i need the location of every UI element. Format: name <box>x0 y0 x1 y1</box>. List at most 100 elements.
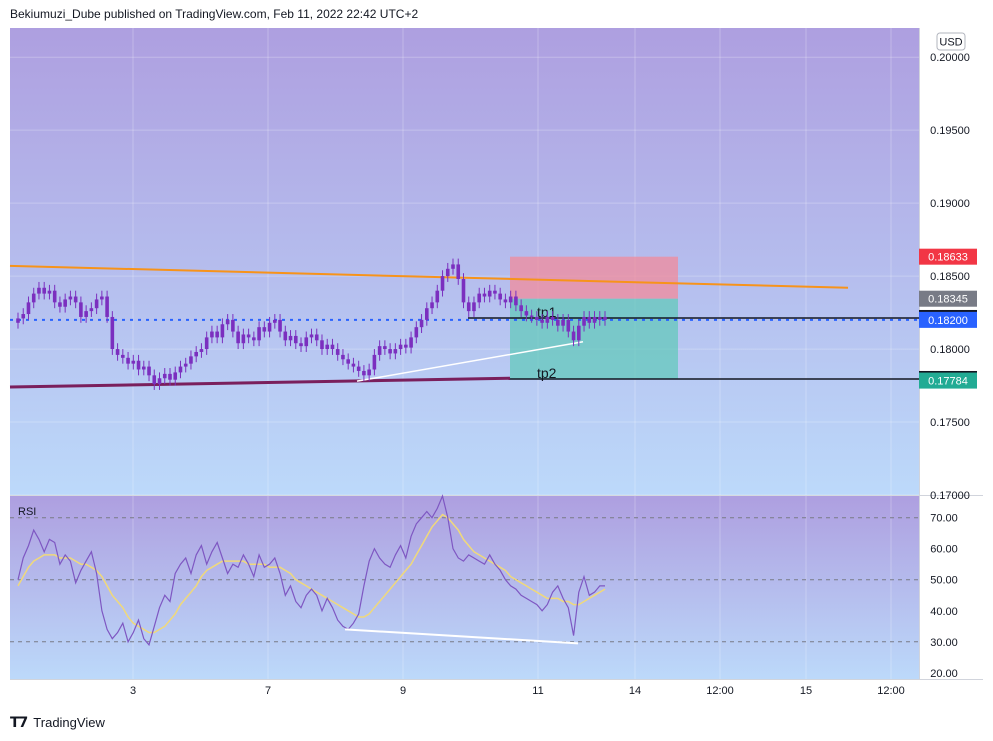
candle-body <box>309 334 314 338</box>
candle-body <box>409 337 413 348</box>
candle-body <box>52 290 57 303</box>
candle-body <box>278 319 282 332</box>
candle-body <box>540 319 544 323</box>
candle-body <box>63 299 67 307</box>
candle-body <box>110 316 115 350</box>
x-tick-label: 3 <box>130 685 136 697</box>
candle-body <box>346 359 350 364</box>
candle-body <box>94 299 99 309</box>
time-axis-bg <box>10 679 983 703</box>
candle-body <box>414 327 419 338</box>
candle-body <box>372 354 377 370</box>
candle-body <box>356 366 361 371</box>
candle-body <box>425 308 429 320</box>
candle-body <box>204 337 209 350</box>
candle-body <box>571 331 576 341</box>
candle-body <box>257 327 261 341</box>
candle-body <box>152 375 157 385</box>
candle-body <box>16 318 20 323</box>
candle-body <box>550 316 555 320</box>
tradingview-logo-icon: 𝗧𝟳 <box>10 714 28 730</box>
candle-body <box>178 366 183 373</box>
candle-body <box>84 311 88 317</box>
candle-body <box>482 293 487 297</box>
x-tick-label: 9 <box>400 685 406 697</box>
candle-body <box>566 319 571 332</box>
rsi-pane-bg <box>10 496 919 679</box>
candle-body <box>136 360 141 370</box>
rsi-divergence-line <box>344 628 579 645</box>
currency-badge[interactable]: USD <box>939 37 962 49</box>
price-tag-label: 0.18200 <box>928 315 968 327</box>
footer-brand: TradingView <box>33 715 105 730</box>
support-trendline <box>9 376 511 389</box>
candle-body <box>246 334 251 338</box>
candle-body <box>362 370 366 376</box>
candle-body <box>404 344 408 348</box>
candle-body <box>592 316 597 323</box>
price-tick-label: 0.17500 <box>930 417 970 429</box>
candle-body <box>487 290 492 297</box>
candle-body <box>351 363 356 367</box>
candle-body <box>582 316 586 326</box>
candle-body <box>183 363 188 367</box>
rsi-tick-label: 60.00 <box>930 544 958 556</box>
candle-body <box>231 319 235 332</box>
candle-body <box>189 356 193 364</box>
candle-body <box>210 331 214 338</box>
currency-badge-bg[interactable] <box>936 32 966 51</box>
x-tick-label: 11 <box>532 685 543 697</box>
candle-body <box>47 290 52 294</box>
candle-body <box>115 349 120 355</box>
candle-body <box>498 293 502 300</box>
candle-body <box>503 299 508 303</box>
price-tick-label: 0.19500 <box>930 125 970 137</box>
candle-body <box>398 344 403 350</box>
candle-body <box>262 327 267 332</box>
price-tag-bg <box>919 248 977 265</box>
price-tick-label: 0.17000 <box>930 490 970 502</box>
candle-body <box>561 319 565 326</box>
candle-body <box>587 316 592 323</box>
candle-body <box>121 354 125 358</box>
price-tag-label: 0.18345 <box>928 294 968 306</box>
rsi-title: RSI <box>18 506 36 518</box>
position-zones <box>510 256 678 379</box>
candle-body <box>73 296 78 303</box>
candle-body <box>341 354 345 360</box>
take-profit-zone <box>510 298 678 379</box>
candle-body <box>477 293 482 303</box>
rsi-line <box>17 494 605 647</box>
candle-body <box>377 346 382 355</box>
candle-body <box>430 302 434 309</box>
candle-body <box>519 305 523 312</box>
candle-body <box>597 316 602 320</box>
rsi-tick-label: 30.00 <box>930 637 958 649</box>
candle-body <box>393 349 398 354</box>
candle-body <box>383 346 387 350</box>
candle-body <box>304 337 309 347</box>
candle-body <box>493 290 497 294</box>
price-tag-bg <box>919 290 977 307</box>
axis-labels: 3 7 9 11 14 12:00 15 12:00 0.20000 0.19500 0.19000… <box>130 52 970 697</box>
candle-body <box>273 319 277 323</box>
candle-body <box>330 344 335 350</box>
candle-body <box>21 314 26 319</box>
candle-body <box>299 343 303 347</box>
candle-body <box>325 344 330 350</box>
candle-body <box>68 296 73 300</box>
x-tick-label: 12:00 <box>877 685 905 697</box>
candle-body <box>241 334 246 344</box>
rsi-tick-label: 40.00 <box>930 606 958 618</box>
candle-body <box>472 302 476 312</box>
footer[interactable]: 𝗧𝟳 TradingView <box>10 714 105 731</box>
price-tick-label: 0.18000 <box>930 344 970 356</box>
price-pane-bg <box>10 28 919 495</box>
candle-body <box>508 296 513 303</box>
price-tag-bg <box>919 311 977 328</box>
tp2-label: tp2 <box>537 365 557 381</box>
candle-body <box>529 315 534 317</box>
candle-body <box>514 296 518 306</box>
